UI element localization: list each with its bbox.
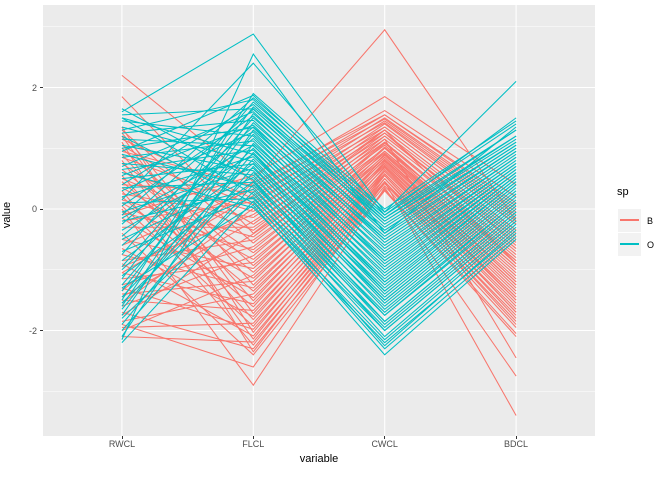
y-tick-mark <box>40 330 43 331</box>
data-line-O <box>121 112 517 307</box>
data-line-O <box>121 162 517 317</box>
data-line-O <box>121 115 517 241</box>
data-line-O <box>121 149 517 274</box>
x-tick-mark <box>252 436 254 439</box>
data-line-B <box>121 135 517 298</box>
legend-line-b-icon <box>620 219 639 221</box>
data-line-O <box>121 162 517 301</box>
data-line-B <box>121 109 517 198</box>
data-line-O <box>121 140 517 271</box>
y-tick-label-0: 0 <box>31 204 37 214</box>
data-line-O <box>121 62 517 216</box>
data-line-O <box>121 158 517 298</box>
plot-panel <box>43 5 595 436</box>
data-line-O <box>121 111 517 234</box>
data-line-B <box>121 114 517 204</box>
data-line-O <box>121 121 517 292</box>
data-line-B <box>121 186 517 387</box>
legend-label-o: O <box>647 239 655 250</box>
legend-title: sp <box>617 186 629 198</box>
x-tick-label-rwcl: RWCL <box>108 439 136 449</box>
y-axis-title: value <box>1 201 13 229</box>
data-line-O <box>121 200 517 350</box>
data-line-O <box>121 108 517 231</box>
data-line-O <box>121 97 517 216</box>
data-line-O <box>121 127 517 256</box>
data-line-O <box>121 119 517 244</box>
data-line-O <box>121 129 517 316</box>
data-line-B <box>121 114 517 292</box>
x-axis-title: variable <box>299 453 339 465</box>
data-line-O <box>121 165 517 325</box>
data-line-B <box>121 95 517 216</box>
x-tick-label-bdcl: BDCL <box>503 439 528 449</box>
data-line-O <box>121 181 517 326</box>
data-line-O <box>121 144 517 310</box>
data-line-O <box>121 153 517 332</box>
data-line-O <box>121 120 517 265</box>
y-tick-mark <box>40 87 43 88</box>
data-line-O <box>121 94 517 219</box>
data-line-O <box>121 106 517 280</box>
x-tick-label-cwcl: CWCL <box>371 439 398 449</box>
data-line-O <box>121 124 517 250</box>
data-line-B <box>121 189 517 356</box>
plot-lines-canvas <box>43 5 595 436</box>
data-line-O <box>121 167 517 298</box>
y-tick-label-2: 2 <box>31 82 37 93</box>
data-line-O <box>121 204 517 356</box>
y-tick-label-neg2: -2 <box>28 325 37 336</box>
data-line-O <box>121 101 517 255</box>
data-line-O <box>121 33 517 213</box>
legend-label-b: B <box>647 215 654 226</box>
x-tick-label-flcl: FLCL <box>242 439 265 449</box>
legend-key-b <box>618 208 641 232</box>
data-line-O <box>121 196 517 347</box>
data-line-O <box>121 53 517 340</box>
data-line-O <box>121 117 517 280</box>
y-tick-mark <box>40 208 43 210</box>
data-line-O <box>121 151 517 310</box>
legend-line-o-icon <box>620 243 639 245</box>
x-tick-mark <box>384 436 386 439</box>
data-line-O <box>121 191 517 338</box>
data-line-B <box>121 153 517 295</box>
legend-key-o <box>618 232 641 256</box>
data-line-O <box>121 99 517 222</box>
data-line-O <box>121 138 517 268</box>
x-tick-mark <box>121 436 123 439</box>
x-tick-mark <box>515 436 517 439</box>
data-line-O <box>121 103 517 225</box>
